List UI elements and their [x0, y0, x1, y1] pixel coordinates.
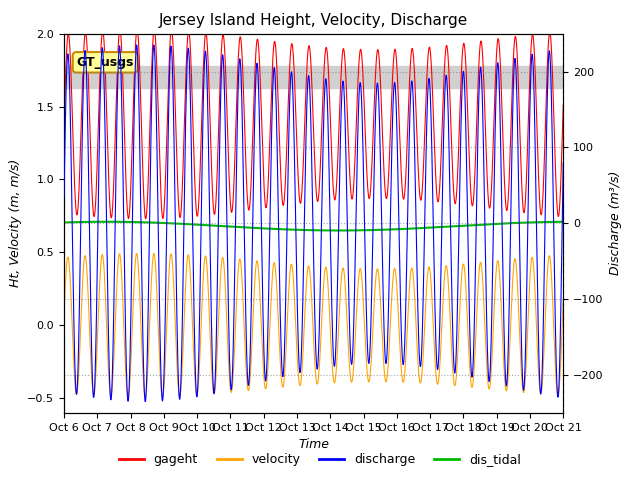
Text: GT_usgs: GT_usgs [77, 56, 134, 69]
Y-axis label: Ht, Velocity (m, m/s): Ht, Velocity (m, m/s) [9, 159, 22, 288]
Bar [64, 66, 563, 87]
Title: Jersey Island Height, Velocity, Discharge: Jersey Island Height, Velocity, Discharg… [159, 13, 468, 28]
Legend: gageht, velocity, discharge, dis_tidal: gageht, velocity, discharge, dis_tidal [114, 448, 526, 471]
Y-axis label: Discharge (m³/s): Discharge (m³/s) [609, 171, 622, 276]
X-axis label: Time: Time [298, 438, 329, 451]
